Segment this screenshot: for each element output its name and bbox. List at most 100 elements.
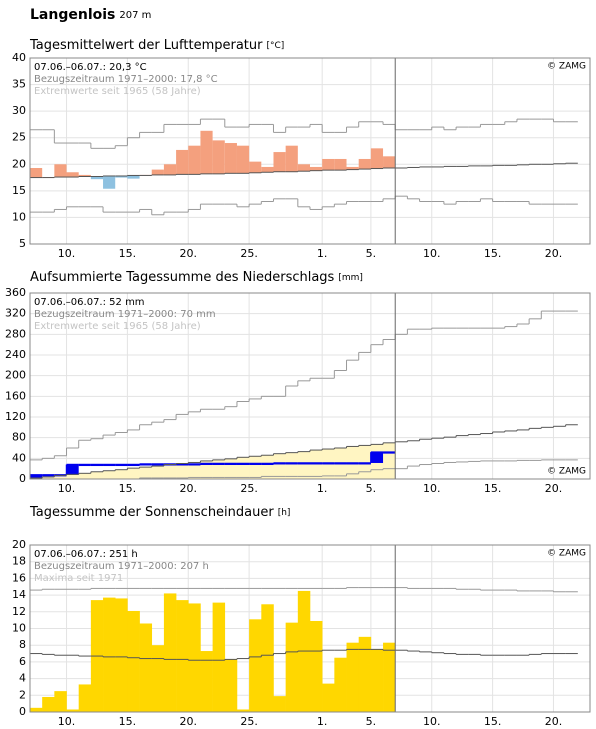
x-tick-label: 5. <box>366 247 377 260</box>
reference-area <box>103 470 116 479</box>
annotation: Maxima seit 1971 <box>34 573 123 584</box>
y-tick-label: 360 <box>5 286 26 299</box>
chart-title: Aufsummierte Tagessumme des Niederschlag… <box>30 270 363 285</box>
plot-border <box>29 292 591 480</box>
y-tick-label: 30 <box>12 104 26 117</box>
header: Langenlois 207 m <box>30 7 151 23</box>
bar <box>78 174 91 177</box>
bar <box>176 149 189 175</box>
bar <box>176 600 189 712</box>
copyright: © ZAMG <box>547 467 586 477</box>
bar <box>54 164 67 178</box>
copyright: © ZAMG <box>547 62 586 72</box>
reference-area <box>249 456 262 479</box>
y-tick-label: 280 <box>5 327 26 340</box>
x-tick-label: 25. <box>240 247 258 260</box>
x-tick-label: 10. <box>58 247 76 260</box>
bar <box>103 597 116 712</box>
annotation: Extremwerte seit 1965 (58 Jahre) <box>34 321 201 332</box>
bar <box>188 145 201 175</box>
bar <box>273 152 286 172</box>
bar <box>54 691 67 712</box>
reference-area <box>176 463 189 479</box>
x-tick-label: 1. <box>317 247 328 260</box>
x-tick-label: 20. <box>545 247 563 260</box>
y-tick-label: 40 <box>12 51 26 64</box>
bar <box>188 603 201 712</box>
bar <box>383 642 396 712</box>
x-tick-label: 15. <box>119 715 137 728</box>
bar <box>224 143 237 174</box>
bar <box>249 161 262 173</box>
x-tick-label: 15. <box>119 482 137 495</box>
bar <box>334 657 347 712</box>
x-tick-label: 10. <box>58 482 76 495</box>
x-tick-label: 20. <box>545 715 563 728</box>
y-tick-label: 0 <box>19 472 26 485</box>
plot-border <box>29 544 591 713</box>
unit: [h] <box>278 508 291 518</box>
reference-area <box>151 466 165 479</box>
y-tick-label: 20 <box>12 157 26 170</box>
x-tick-label: 10. <box>423 715 441 728</box>
reference-area <box>273 453 286 479</box>
copyright: © ZAMG <box>547 549 586 559</box>
annotation: 07.06.–06.07.: 52 mm <box>34 297 145 308</box>
y-tick-label: 120 <box>5 410 26 423</box>
bar <box>42 696 55 712</box>
bar <box>151 645 165 712</box>
bar <box>224 659 238 712</box>
annotation: Extremwerte seit 1965 (58 Jahre) <box>34 86 201 97</box>
y-tick-label: 35 <box>12 78 26 91</box>
increment <box>30 474 43 479</box>
station-name: Langenlois <box>30 7 115 23</box>
title-text: Tagessumme der Sonnenscheindauer <box>29 505 274 520</box>
reference-area <box>163 464 177 479</box>
bar <box>285 145 298 172</box>
reference-area <box>200 460 213 479</box>
y-tick-label: 160 <box>5 389 26 402</box>
x-tick-label: 25. <box>240 482 258 495</box>
bar <box>261 604 274 712</box>
x-tick-label: 20. <box>180 715 198 728</box>
bar <box>334 158 347 171</box>
reference-area <box>90 471 104 479</box>
plot-border <box>29 57 591 245</box>
chart-title: Tagesmittelwert der Lufttemperatur [°C] <box>29 38 284 53</box>
reference-area <box>358 445 372 479</box>
title-text: Aufsummierte Tagessumme des Niederschlag… <box>30 270 335 285</box>
y-tick-label: 240 <box>5 348 26 361</box>
bar <box>346 166 359 170</box>
x-tick-label: 5. <box>366 715 377 728</box>
bar <box>212 140 225 174</box>
bar <box>297 164 310 172</box>
bar <box>200 130 213 174</box>
y-tick-label: 4 <box>19 672 26 685</box>
y-tick-label: 40 <box>12 451 26 464</box>
reference-area <box>297 451 311 479</box>
bar <box>273 696 286 712</box>
y-tick-label: 18 <box>12 555 26 568</box>
chart-title: Tagessumme der Sonnenscheindauer [h] <box>29 505 290 520</box>
x-tick-label: 15. <box>119 247 137 260</box>
x-tick-label: 15. <box>484 482 502 495</box>
reference-area <box>115 469 128 479</box>
y-tick-label: 12 <box>12 605 26 618</box>
y-tick-label: 5 <box>19 237 26 250</box>
bar <box>322 683 335 712</box>
reference-area <box>224 458 238 479</box>
bar <box>370 148 384 169</box>
reference-area <box>139 467 153 479</box>
annotation: 07.06.–06.07.: 20,3 °C <box>34 62 147 73</box>
y-tick-label: 80 <box>12 431 26 444</box>
y-tick-label: 20 <box>12 538 26 551</box>
y-tick-label: 6 <box>19 655 26 668</box>
y-tick-label: 0 <box>19 705 26 718</box>
reference-area <box>310 450 323 479</box>
bar <box>78 684 92 712</box>
bar <box>249 619 262 712</box>
reference-area <box>285 452 299 479</box>
bar <box>236 145 250 174</box>
unit: [mm] <box>338 273 363 283</box>
